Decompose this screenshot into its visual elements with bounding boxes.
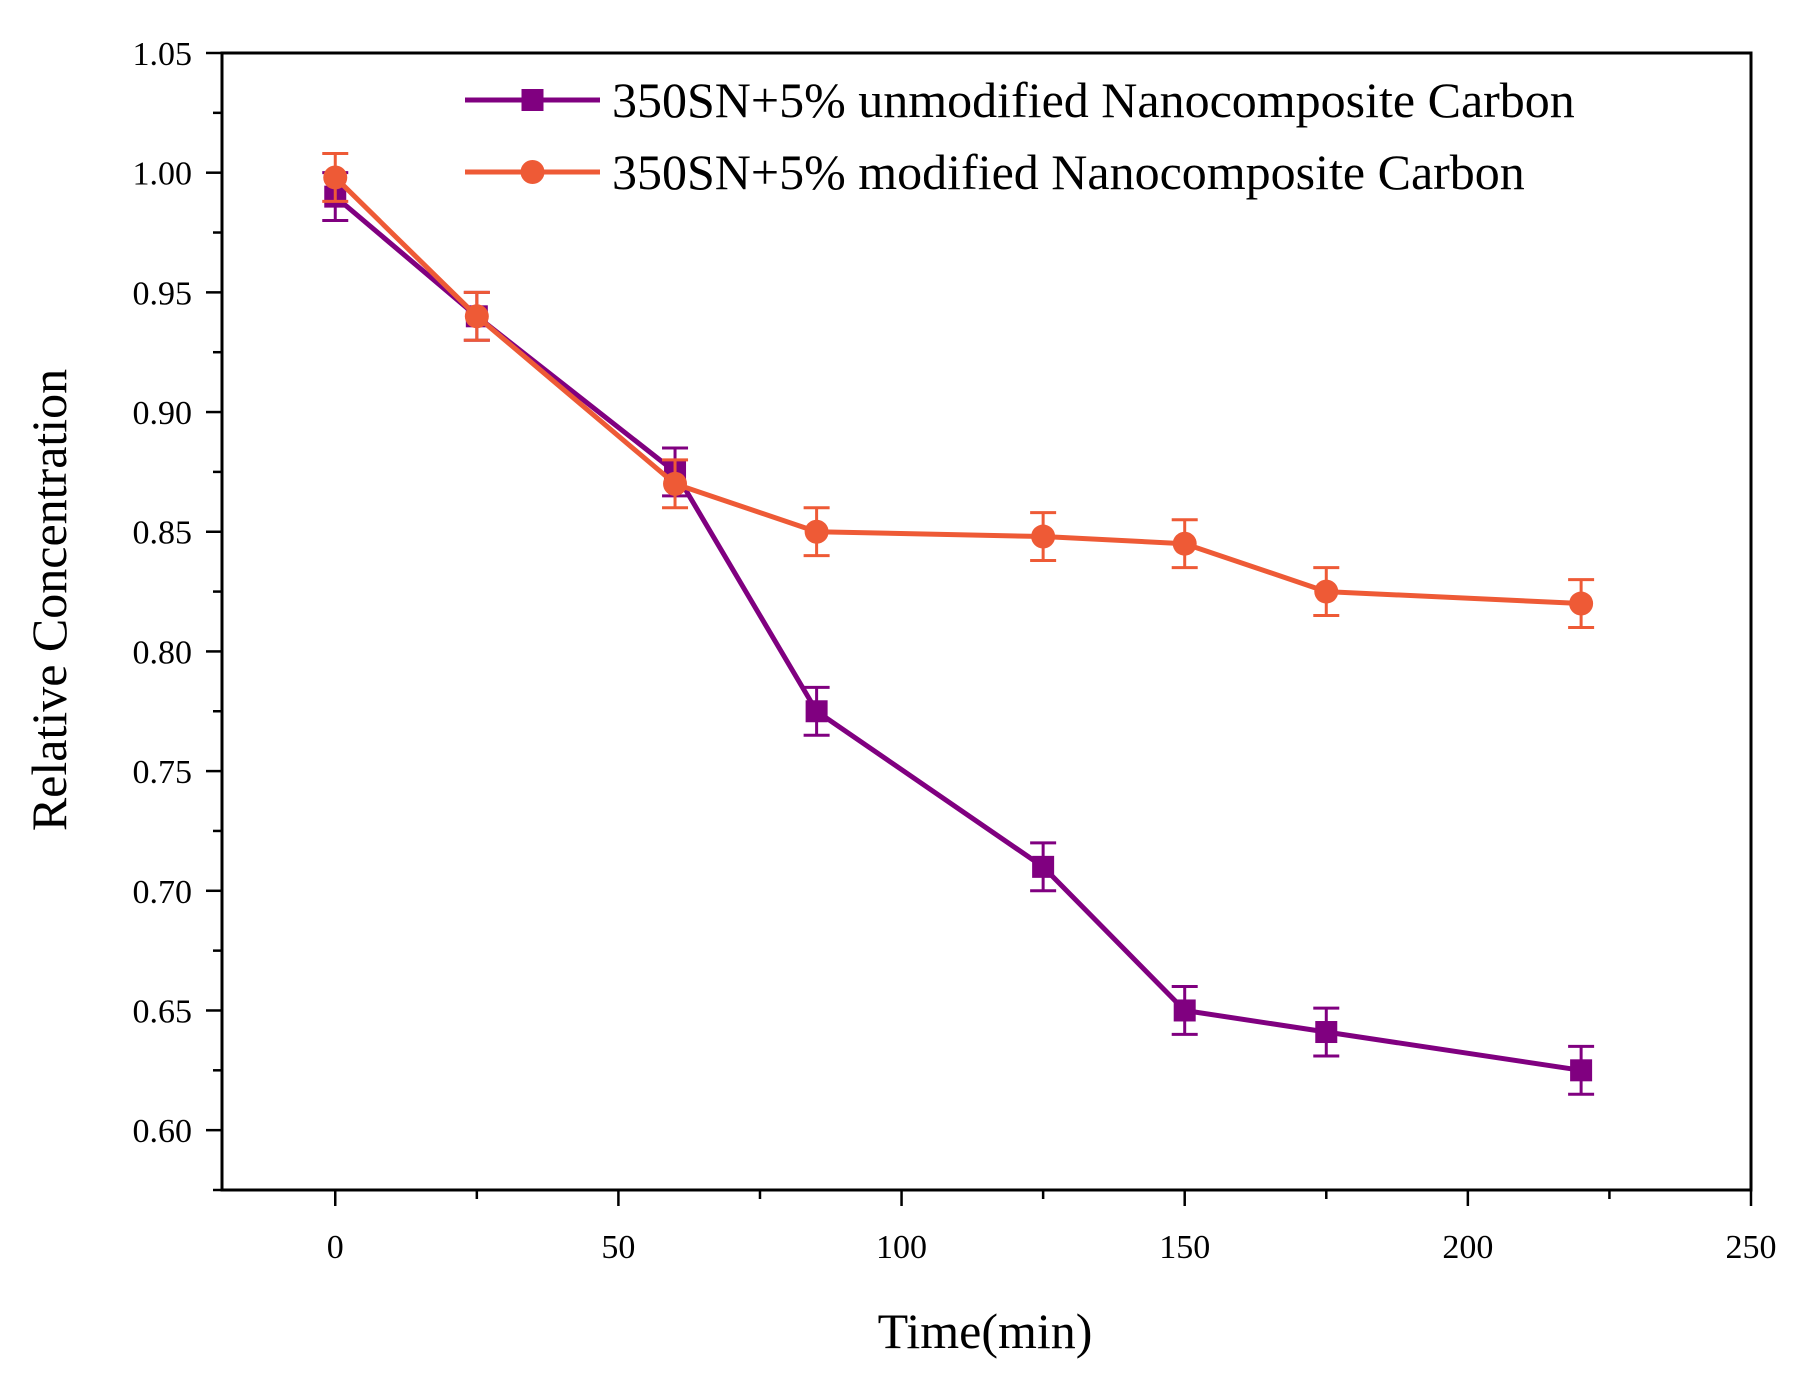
y-tick-label: 0.80 [133, 634, 193, 671]
data-point [805, 700, 828, 723]
x-tick-label: 50 [601, 1229, 635, 1266]
data-point [1314, 579, 1339, 604]
series-1 [322, 171, 1595, 1096]
x-tick-label: 0 [327, 1229, 344, 1266]
y-axis-label: Relative Concentration [21, 369, 77, 831]
series-group [322, 152, 1595, 1096]
y-tick-label: 1.00 [133, 156, 193, 193]
data-point [1315, 1021, 1338, 1044]
y-tick-label: 0.70 [133, 874, 193, 911]
y-tick-label: 0.85 [133, 515, 193, 552]
data-point [1031, 524, 1056, 549]
x-tick-label: 200 [1442, 1229, 1493, 1266]
series-line [333, 175, 1582, 607]
y-tick-label: 1.05 [133, 36, 193, 73]
data-point [1569, 591, 1594, 616]
x-tick-label: 250 [1726, 1229, 1777, 1266]
data-point [1173, 999, 1196, 1022]
plot-frame [220, 51, 1753, 1192]
data-point [1570, 1059, 1593, 1082]
y-tick-label: 0.75 [133, 754, 193, 791]
legend-marker [520, 160, 545, 184]
legend-label: 350SN+5% unmodified Nanocomposite Carbon [612, 72, 1575, 128]
data-point [1032, 855, 1055, 878]
x-axis-label: Time(min) [878, 1303, 1093, 1359]
series-line [333, 194, 1582, 1073]
legend-label: 350SN+5% modified Nanocomposite Carbon [612, 144, 1525, 200]
y-tick-label: 0.65 [133, 993, 193, 1030]
x-tick-label: 100 [876, 1229, 927, 1266]
data-point [323, 165, 348, 190]
y-tick-label: 0.60 [133, 1113, 193, 1150]
data-point [663, 471, 688, 496]
data-point [1172, 531, 1197, 556]
legend: 350SN+5% unmodified Nanocomposite Carbon… [465, 72, 1575, 200]
series-2 [322, 152, 1595, 629]
axes-group: 0 50 100 150 200 250 0.60 0.65 0.70 0.75 0.80 0.85 0… [133, 36, 1777, 1266]
x-tick-label: 150 [1159, 1229, 1210, 1266]
y-tick-label: 0.95 [133, 275, 193, 312]
y-tick-label: 0.90 [133, 395, 193, 432]
legend-marker [521, 89, 544, 111]
data-point [464, 304, 489, 329]
data-point [804, 519, 829, 544]
